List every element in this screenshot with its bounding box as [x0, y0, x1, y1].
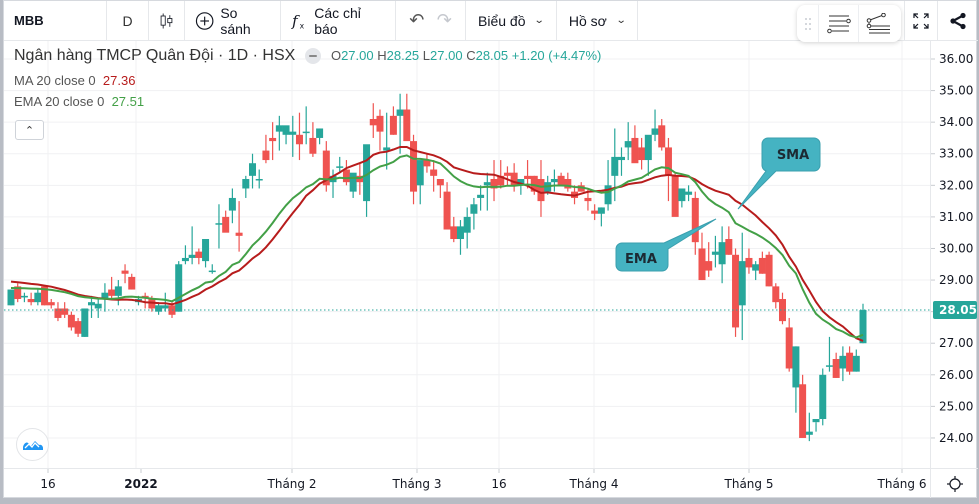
- interval-label: D: [122, 12, 133, 29]
- chart-widget: MBB D So sánh f x Các: [3, 0, 978, 498]
- top-toolbar: MBB D So sánh f x Các: [4, 0, 978, 41]
- price-axis[interactable]: 36.00 35.00 34.00 33.00 32.00 31.00 30.00 29.00…: [930, 41, 978, 470]
- hide-series-icon[interactable]: [305, 48, 322, 64]
- fullscreen-button[interactable]: [904, 1, 936, 41]
- low-label: L: [422, 48, 431, 63]
- undo-redo-group: ↶ ↷: [396, 0, 466, 41]
- plus-circle-icon: [195, 11, 214, 30]
- low-value: 27.00: [430, 48, 463, 63]
- change-value: +1.20 (+4.47%): [511, 48, 602, 63]
- svg-text:33.00: 33.00: [939, 147, 973, 161]
- symbol-search-button[interactable]: MBB: [4, 0, 107, 41]
- svg-text:30.00: 30.00: [939, 241, 973, 255]
- price-chart-pane[interactable]: SMA EMA: [4, 41, 930, 468]
- svg-text:Tháng 2: Tháng 2: [267, 477, 317, 491]
- ma-label: MA 20 close 0: [14, 73, 96, 88]
- interval-button[interactable]: D: [107, 0, 149, 41]
- ema-value: 27.51: [111, 94, 145, 109]
- tradingview-logo-icon: [22, 440, 43, 450]
- profile-menu-button[interactable]: Hồ sơ ⌄: [557, 0, 639, 41]
- svg-text:Tháng 6: Tháng 6: [877, 477, 927, 491]
- profile-menu-label: Hồ sơ: [568, 12, 607, 29]
- horizontal-line-tool-button[interactable]: [819, 5, 859, 42]
- ema-callout: EMA: [615, 218, 717, 272]
- chevron-up-icon: ⌃: [24, 124, 35, 137]
- function-fx-icon: f x: [291, 11, 305, 30]
- fullscreen-icon: [912, 13, 929, 29]
- chart-legend: Ngân hàng TMCP Quân Đội · 1D · HSX O27.0…: [14, 47, 601, 109]
- symbol-label: MBB: [14, 13, 44, 28]
- compare-label: So sánh: [220, 4, 251, 37]
- svg-text:35.00: 35.00: [939, 84, 973, 98]
- svg-text:f: f: [291, 11, 300, 29]
- candlestick-icon: [160, 13, 173, 28]
- chart-menu-button[interactable]: Biểu đồ ⌄: [466, 0, 557, 41]
- settings-gear-icon: [946, 475, 963, 492]
- collapse-legend-button[interactable]: ⌃: [15, 120, 44, 140]
- close-value: 28.05: [475, 48, 509, 63]
- svg-text:16: 16: [40, 477, 55, 491]
- floating-drawing-toolbar: [797, 5, 901, 42]
- svg-text:32.00: 32.00: [939, 178, 973, 192]
- svg-text:36.00: 36.00: [939, 52, 973, 66]
- svg-text:Tháng 5: Tháng 5: [724, 477, 774, 491]
- ohlc-values: O27.00 H28.25 L27.00 C28.05 +1.20 (+4.47…: [331, 48, 601, 63]
- svg-text:EMA: EMA: [625, 252, 657, 267]
- chart-settings-button[interactable]: [930, 468, 978, 498]
- drag-handle[interactable]: [797, 5, 819, 42]
- share-button[interactable]: [937, 1, 978, 41]
- series-title: Ngân hàng TMCP Quân Đội · 1D · HSX: [14, 47, 322, 65]
- open-value: 27.00: [341, 48, 374, 63]
- close-label: C: [466, 48, 476, 63]
- chart-menu-label: Biểu đồ: [478, 12, 526, 29]
- high-label: H: [377, 48, 387, 63]
- indicators-button[interactable]: f x Các chỉ báo: [281, 0, 396, 41]
- ma-legend-row[interactable]: MA 20 close 0 27.36: [14, 73, 601, 88]
- share-icon: [950, 12, 966, 30]
- open-label: O: [330, 48, 342, 63]
- grip-dots-icon: [804, 17, 811, 30]
- high-value: 28.25: [386, 48, 420, 63]
- chart-type-button[interactable]: [149, 0, 185, 41]
- svg-text:31.00: 31.00: [939, 210, 973, 224]
- ema-legend-row[interactable]: EMA 20 close 0 27.51: [14, 94, 601, 109]
- svg-text:x: x: [300, 21, 305, 30]
- svg-text:29.00: 29.00: [939, 273, 973, 287]
- trend-line-icon: [866, 12, 890, 33]
- chevron-down-icon: ⌄: [534, 15, 546, 26]
- svg-text:16: 16: [491, 477, 506, 491]
- tradingview-logo-button[interactable]: [16, 428, 49, 461]
- svg-text:2022: 2022: [124, 477, 157, 491]
- chevron-down-icon: ⌄: [615, 15, 627, 26]
- svg-text:27.00: 27.00: [939, 336, 973, 350]
- svg-text:SMA: SMA: [777, 148, 809, 163]
- sma-callout: SMA: [737, 137, 821, 210]
- redo-icon[interactable]: ↷: [436, 10, 452, 30]
- svg-text:25.00: 25.00: [939, 399, 973, 413]
- svg-text:Tháng 4: Tháng 4: [569, 477, 619, 491]
- indicators-label: Các chỉ báo: [314, 4, 361, 37]
- svg-text:26.00: 26.00: [939, 368, 973, 382]
- ema-label: EMA 20 close 0: [14, 94, 105, 109]
- svg-text:34.00: 34.00: [939, 115, 973, 129]
- svg-text:28.05: 28.05: [939, 303, 977, 317]
- time-axis[interactable]: 16 2022 Tháng 2 Tháng 3 16 Tháng 4 Tháng 5 Thán…: [4, 468, 930, 498]
- trend-line-tool-button[interactable]: [859, 5, 899, 42]
- svg-text:24.00: 24.00: [939, 431, 973, 445]
- series-title-text: Ngân hàng TMCP Quân Đội · 1D · HSX: [14, 47, 296, 64]
- undo-icon[interactable]: ↶: [409, 10, 425, 30]
- compare-button[interactable]: So sánh: [185, 0, 281, 41]
- horizontal-lines-icon: [826, 15, 851, 33]
- ma-value: 27.36: [102, 73, 136, 88]
- svg-text:Tháng 3: Tháng 3: [392, 477, 442, 491]
